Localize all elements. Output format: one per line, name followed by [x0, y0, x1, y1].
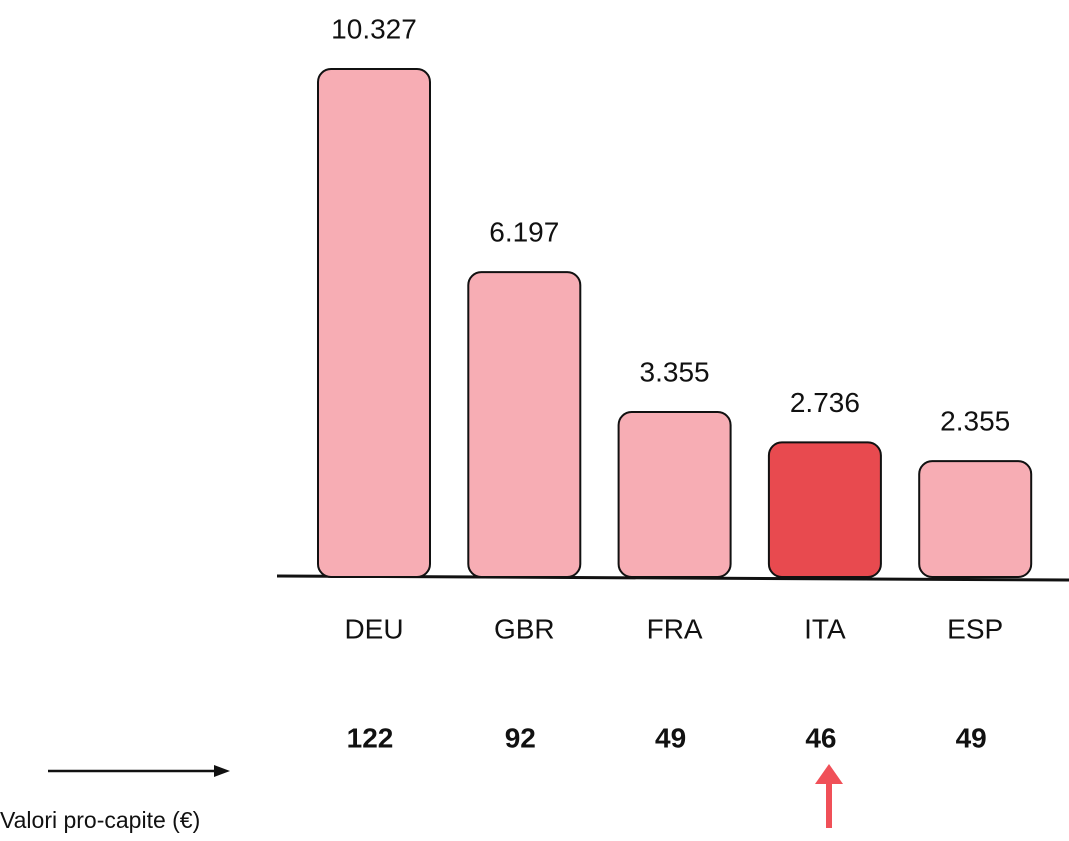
value-label: 3.355 [640, 356, 710, 387]
bar [617, 410, 732, 578]
per-capita-value: 46 [805, 722, 836, 753]
highlight-arrow-head [815, 764, 843, 784]
x-tick-label: DEU [344, 613, 403, 644]
x-tick-label: GBR [494, 613, 555, 644]
per-capita-value: 49 [956, 722, 987, 753]
bar [918, 460, 1033, 578]
value-label: 6.197 [489, 217, 559, 248]
bar [767, 441, 882, 579]
value-label: 2.736 [790, 387, 860, 418]
per-capita-value: 122 [347, 722, 394, 753]
x-tick-label: ITA [804, 613, 846, 644]
x-tick-label: FRA [647, 613, 703, 644]
per-capita-value: 92 [505, 722, 536, 753]
per-capita-label: Valori pro-capite (€) [0, 807, 200, 833]
per-capita-value: 49 [655, 722, 686, 753]
bar [467, 271, 582, 578]
arrow-head [214, 765, 230, 777]
x-tick-label: ESP [947, 613, 1003, 644]
value-label: 2.355 [940, 406, 1010, 437]
value-label: 10.327 [331, 13, 417, 44]
bar [317, 68, 431, 578]
